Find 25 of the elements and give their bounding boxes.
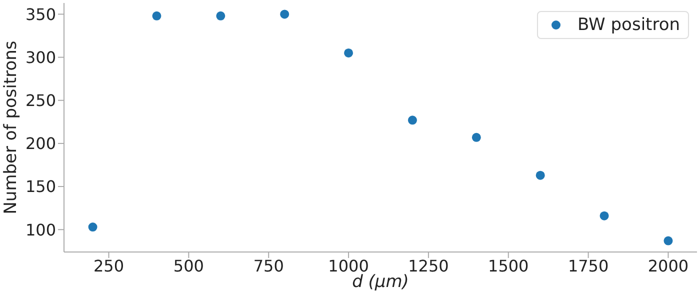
y-tick-label: 250 <box>25 91 56 110</box>
point <box>280 10 290 19</box>
point <box>152 11 162 20</box>
x-tick-label: 2000 <box>648 256 689 276</box>
x-tick-label: 1250 <box>408 256 449 276</box>
point <box>344 48 354 58</box>
y-tick-label: 350 <box>25 4 56 24</box>
point <box>408 116 417 125</box>
y-tick-label: 150 <box>25 177 56 196</box>
y-tick-label: 200 <box>25 134 56 154</box>
point <box>600 211 609 220</box>
point <box>88 222 98 232</box>
y-tick-label: 100 <box>25 220 56 240</box>
point <box>536 170 545 180</box>
point <box>664 236 673 246</box>
x-tick-label: 1750 <box>568 256 609 276</box>
point <box>472 132 481 142</box>
legend-label: BW positron <box>578 15 680 35</box>
x-tick-label: 750 <box>253 256 284 276</box>
point <box>216 11 226 20</box>
y-axis-title: Number of positrons <box>1 40 22 214</box>
x-tick-label: 500 <box>173 256 204 276</box>
y-tick-label: 300 <box>25 48 56 67</box>
x-tick-label: 1500 <box>488 256 529 276</box>
x-tick-label: 250 <box>93 256 124 276</box>
